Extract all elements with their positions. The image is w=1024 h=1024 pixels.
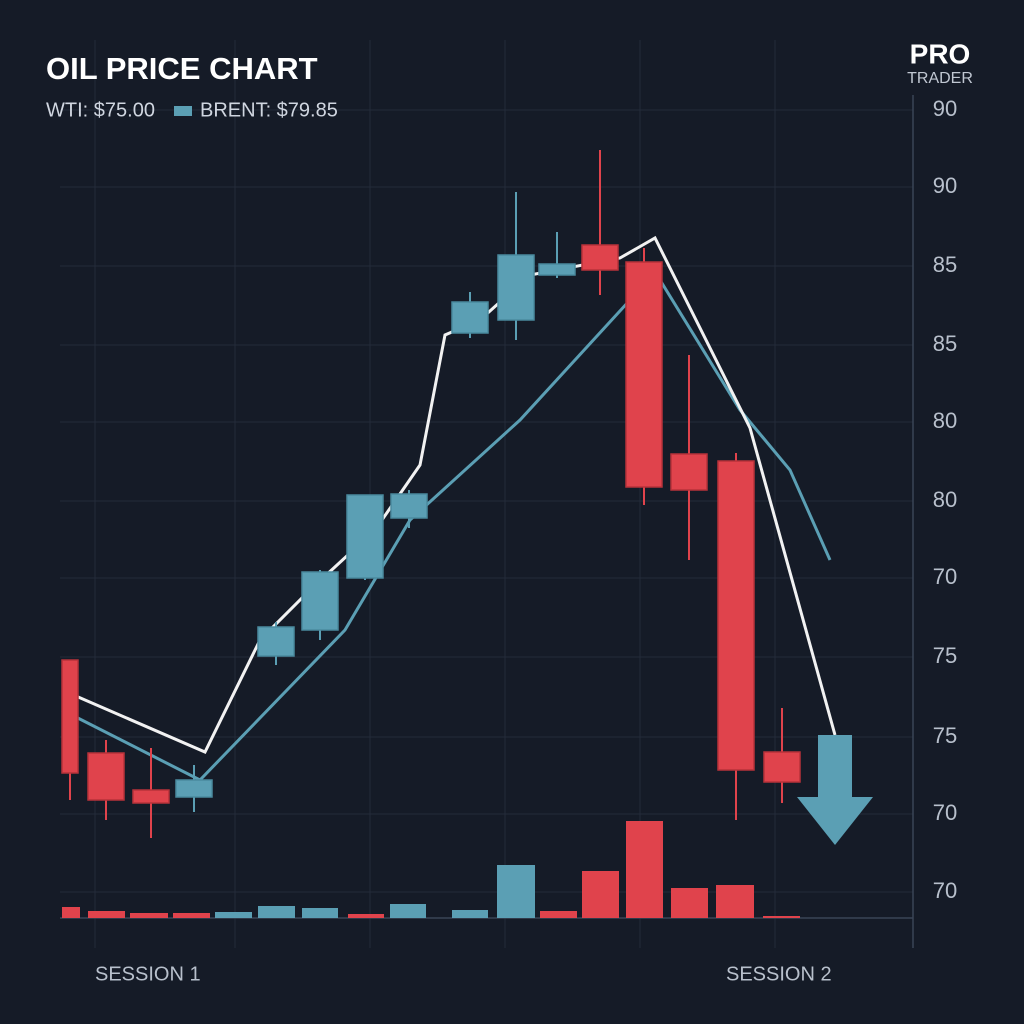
volume [62,821,800,918]
candle-body [670,453,708,491]
axis-labels: 90 90 85 85 80 80 70 75 75 70 70 [933,96,957,903]
axis-label: 70 [933,564,957,589]
candle-body [451,301,489,334]
axis-label: 90 [933,173,957,198]
volume-bar [130,913,168,918]
axis-label: 85 [933,252,957,277]
legend-swatch [174,106,192,116]
volume-bar [348,914,384,918]
volume-bar [88,911,125,918]
grid [60,40,913,948]
logo-trader: TRADER [907,70,973,87]
volume-bar [258,906,295,918]
legend-wti: WTI: $75.00 [46,99,155,121]
candle-body [61,659,79,774]
volume-bar [173,913,210,918]
candle-body [625,261,663,488]
volume-bar [626,821,663,918]
candle-body [175,779,213,798]
candle-body [763,751,801,783]
candle-body [132,789,170,804]
logo-pro: PRO [910,38,971,69]
axis-label: 75 [933,723,957,748]
axis-label: 70 [933,800,957,825]
axis-label: 70 [933,878,957,903]
candle-body [497,254,535,321]
volume-bar [716,885,754,918]
title: OIL PRICE CHART [46,51,318,86]
candle-body [346,494,384,579]
axis-label: 80 [933,408,957,433]
brent-line [61,277,832,782]
candle-body [581,244,619,271]
axis-label: 75 [933,643,957,668]
volume-bar [215,912,252,918]
candle-body [390,493,428,519]
candle-body [301,571,339,631]
session-label: SESSION 1 [95,963,201,985]
volume-bar [452,910,488,918]
volume-bar [671,888,708,918]
candle-body [717,460,755,771]
candles [61,150,801,838]
volume-bar [497,865,535,918]
session-label: SESSION 2 [726,963,832,985]
candle-body [538,263,576,276]
axis-label: 80 [933,487,957,512]
volume-bar [540,911,577,918]
volume-bar [302,908,338,918]
candle-body [87,752,125,801]
down-arrow [797,735,873,845]
legend-brent: BRENT: $79.85 [200,99,338,121]
candle-body [257,626,295,657]
volume-bar [62,907,80,918]
volume-bar [763,916,800,918]
volume-bar [390,904,426,918]
axis-label: 85 [933,331,957,356]
volume-bar [582,871,619,918]
axis-label: 90 [933,96,957,121]
